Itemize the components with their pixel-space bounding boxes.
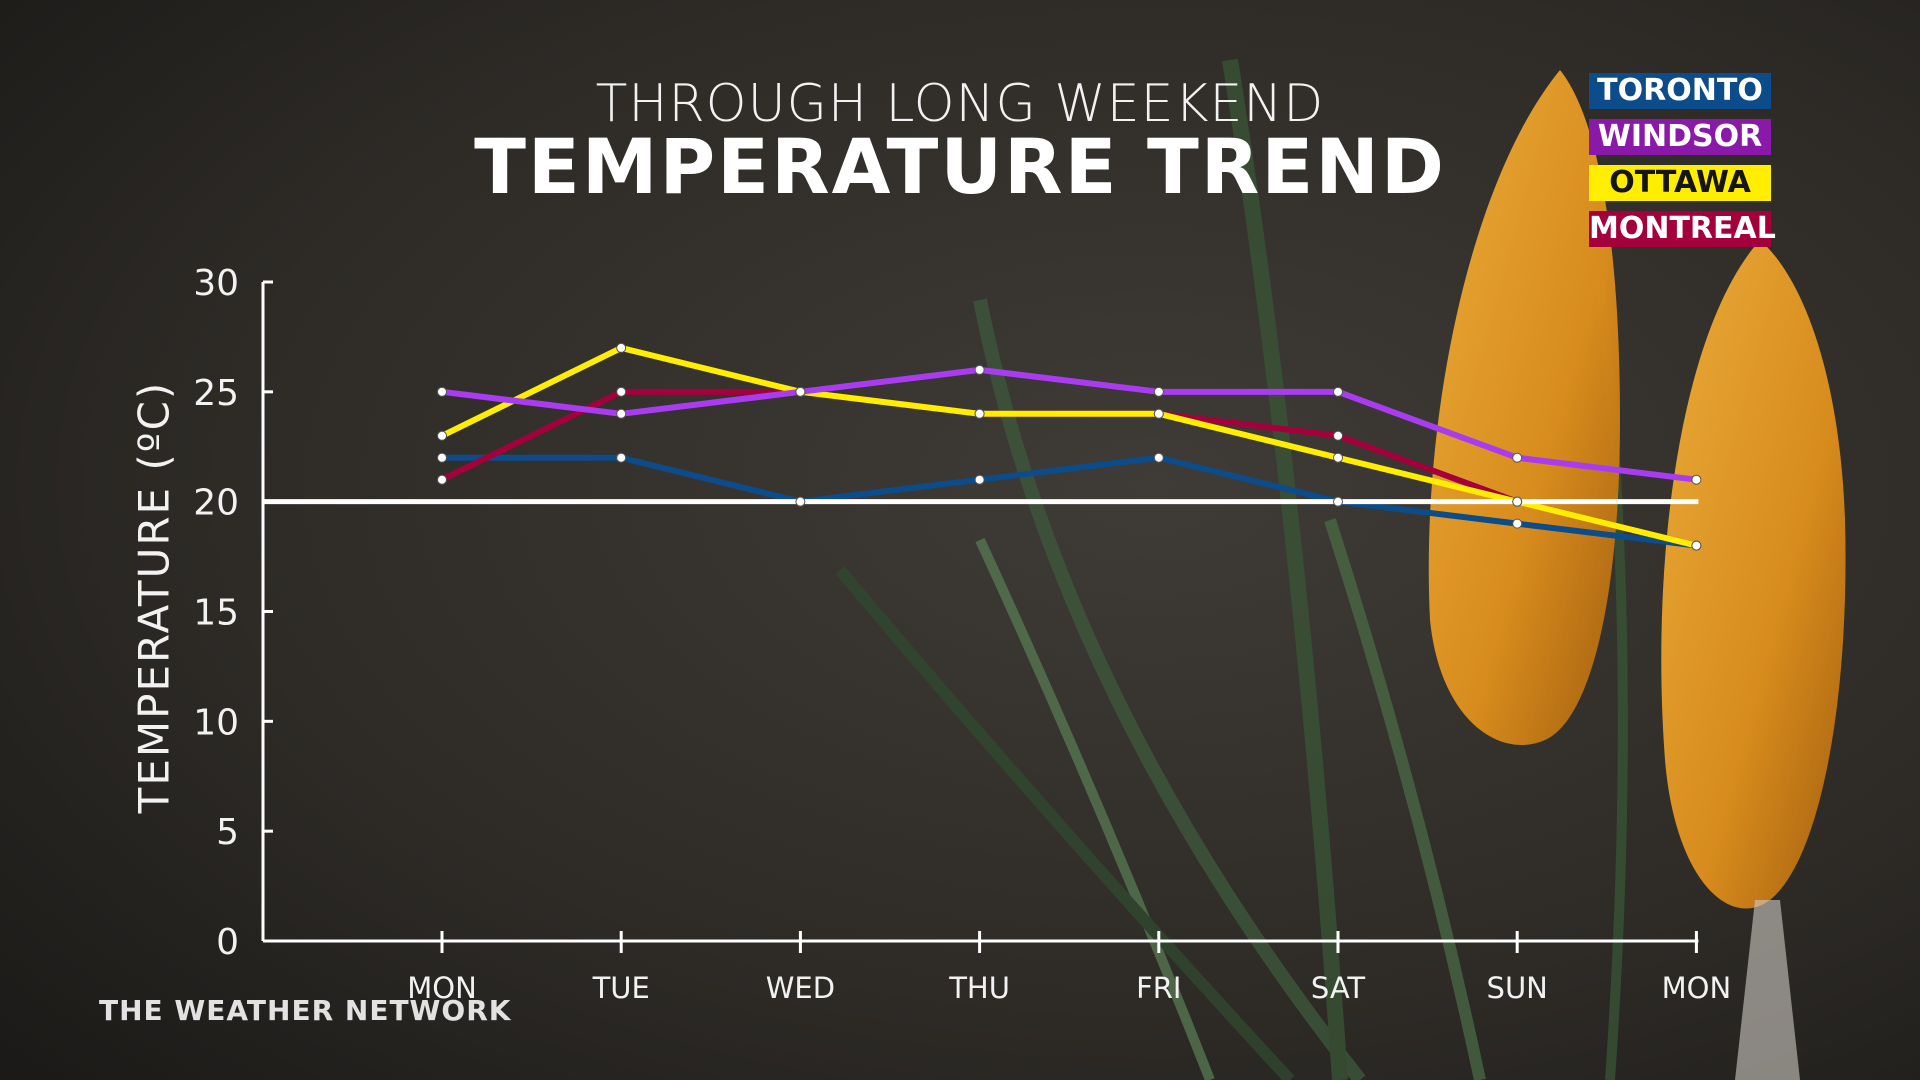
- brand-logo-text: THE WEATHER NETWORK: [99, 994, 512, 1027]
- data-point-windsor: [1333, 386, 1343, 397]
- x-tick-label: SUN: [1487, 971, 1548, 1005]
- data-point-toronto: [974, 474, 985, 485]
- flower-decoration: [1428, 70, 1846, 1080]
- series-line-toronto: [439, 454, 1700, 549]
- data-point-toronto: [1333, 496, 1343, 507]
- data-point-toronto: [437, 452, 447, 463]
- x-tick-label: MON: [407, 971, 477, 1005]
- legend-item-windsor: WINDSOR: [1589, 119, 1771, 155]
- y-tick-label: 0: [216, 922, 239, 963]
- data-point-toronto: [616, 452, 627, 463]
- x-tick-label: WED: [766, 971, 835, 1005]
- data-point-toronto: [1153, 452, 1164, 463]
- x-tick-label: SAT: [1311, 971, 1366, 1005]
- y-tick-label: 15: [193, 593, 239, 634]
- data-point-windsor: [1153, 386, 1164, 397]
- data-point-montreal: [437, 474, 447, 485]
- data-point-ottawa: [1691, 540, 1702, 551]
- data-point-montreal: [1333, 430, 1343, 441]
- data-point-windsor: [974, 364, 985, 375]
- series-line-windsor: [439, 366, 1700, 483]
- data-point-toronto: [795, 496, 806, 507]
- data-point-ottawa: [616, 342, 627, 353]
- y-tick-label: 5: [216, 812, 239, 853]
- y-tick-label: 10: [193, 702, 239, 743]
- x-tick-label: TUE: [592, 971, 650, 1005]
- data-point-windsor: [616, 408, 627, 419]
- x-tick-label: MON: [1662, 971, 1732, 1005]
- data-point-toronto: [1512, 518, 1523, 529]
- y-tick-label: 25: [193, 373, 239, 414]
- series-line-ottawa: [439, 344, 1700, 549]
- data-point-ottawa: [437, 430, 447, 441]
- data-point-windsor: [437, 386, 447, 397]
- chart-subtitle: THROUGH LONG WEEKEND: [595, 74, 1325, 134]
- data-point-ottawa: [974, 408, 985, 419]
- legend-item-montreal: MONTREAL: [1589, 211, 1776, 247]
- data-point-ottawa: [1333, 452, 1343, 463]
- data-point-windsor: [795, 386, 806, 397]
- data-point-windsor: [1691, 474, 1702, 485]
- data-point-montreal: [616, 386, 627, 397]
- y-tick-label: 30: [193, 263, 239, 304]
- y-tick-label: 20: [193, 483, 239, 524]
- legend-item-toronto: TORONTO: [1589, 73, 1771, 109]
- x-tick-label: THU: [948, 971, 1010, 1005]
- data-point-ottawa: [1153, 408, 1164, 419]
- x-tick-label: FRI: [1136, 971, 1181, 1005]
- chart-legend: TORONTO WINDSOR OTTAWA MONTREAL: [1589, 73, 1776, 257]
- chart-title: TEMPERATURE TREND: [474, 122, 1446, 211]
- data-point-ottawa: [1512, 496, 1523, 507]
- legend-item-ottawa: OTTAWA: [1589, 165, 1771, 201]
- data-point-windsor: [1512, 452, 1523, 463]
